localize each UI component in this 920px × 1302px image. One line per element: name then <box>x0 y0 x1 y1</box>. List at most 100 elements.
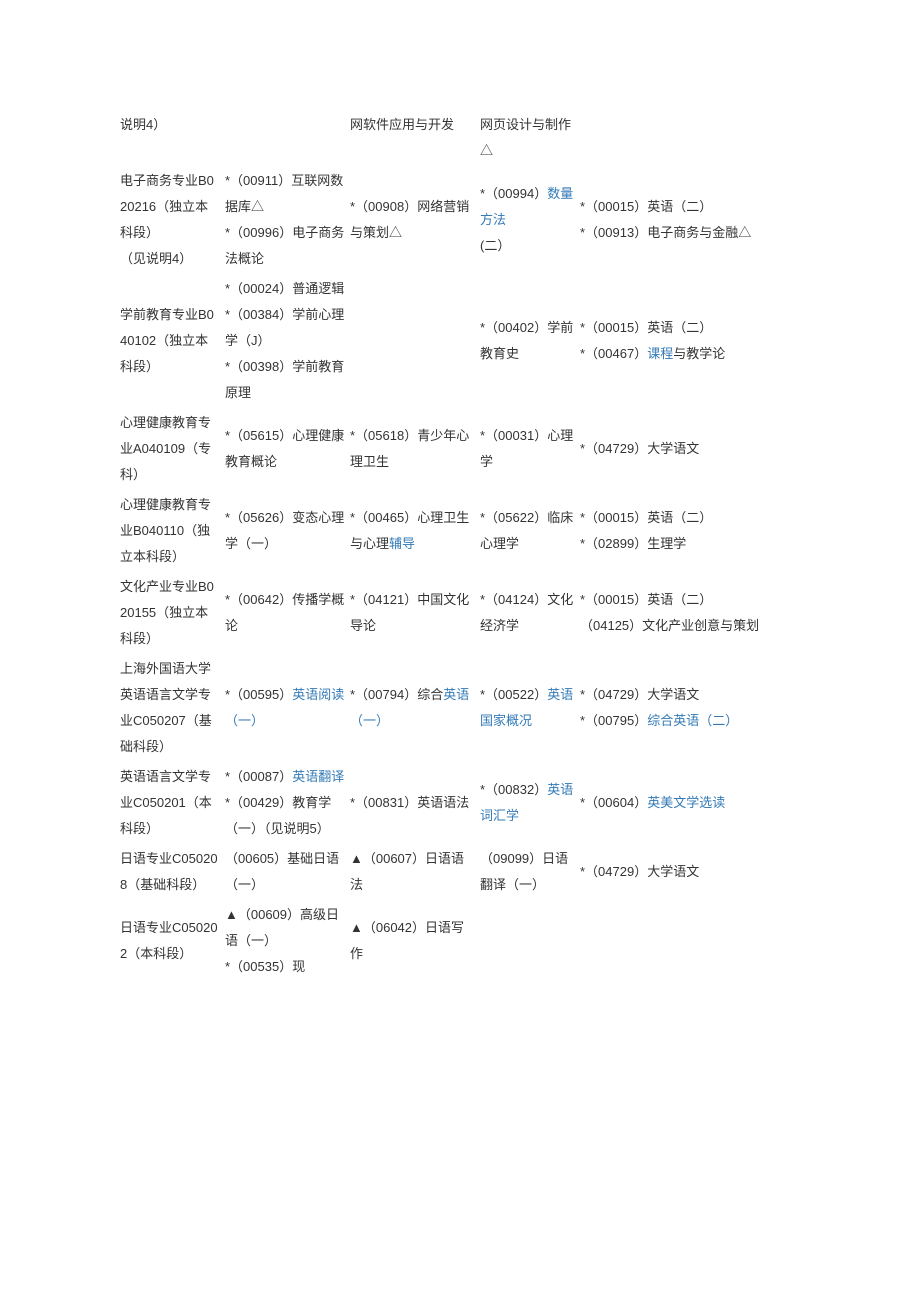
table-row: 电子商务专业B020216（独立本科段）（见说明4）*（00911）互联网数据库… <box>120 166 800 274</box>
cell-text: （见说明4） <box>120 251 192 266</box>
cell-text: *（00794）综合 <box>350 687 443 702</box>
col-course-d: *（04729）大学语文 <box>580 408 800 490</box>
col-course-c: *（04124）文化经济学 <box>480 572 580 654</box>
cell-text: （本科段） <box>127 946 192 961</box>
col-major: 文化产业专业B020155（独立本科段） <box>120 572 225 654</box>
cell-text: ▲（00607）日语语法 <box>350 851 464 892</box>
cell-text: C050201 <box>133 795 186 810</box>
cell-text: 网页设计与制作△ <box>480 117 571 158</box>
cell-text: 电子商务专业 <box>120 173 198 188</box>
col-course-b: *（00831）英语语法 <box>350 762 480 844</box>
cell-text: A040109 <box>133 441 185 456</box>
cell-text: *（00015）英语（二） <box>580 320 712 335</box>
cell-text: *（04729）大学语文 <box>580 441 699 456</box>
cell-text: （00605）基础日语（一） <box>225 851 339 892</box>
col-course-d: *（04729）大学语文 <box>580 844 800 900</box>
col-course-c: *（00522）英语国家概况 <box>480 654 580 762</box>
cell-text: 说明4） <box>120 117 166 132</box>
col-course-a: *（05615）心理健康教育概论 <box>225 408 350 490</box>
cell-text: *（00996）电子商务法概论 <box>225 225 344 266</box>
col-course-d: *（00015）英语（二） *（00913）电子商务与金融△ <box>580 166 800 274</box>
link-text[interactable]: 英美文学选读 <box>647 795 725 810</box>
col-course-a: ▲（00609）高级日语（一）*（00535）现 <box>225 900 350 982</box>
col-course-a: *（05626）变态心理学（一） <box>225 490 350 572</box>
cell-text: *（00522） <box>480 687 547 702</box>
col-course-a: *（00087）英语翻译 *（00429）教育学（一）（见说明5） <box>225 762 350 844</box>
col-course-c: 网页设计与制作△ <box>480 110 580 166</box>
cell-text: ▲（06042）日语写作 <box>350 920 464 961</box>
link-text[interactable]: 辅导 <box>389 536 415 551</box>
table-row: 日语专业C050208（基础科段）（00605）基础日语（一） ▲（00607）日… <box>120 844 800 900</box>
cell-text: *（05618）青少年心理卫生 <box>350 428 469 469</box>
course-table: 说明4） 网软件应用与开发 网页设计与制作△ 电子商务专业B020216（独立本科段）… <box>120 110 800 982</box>
cell-text: （04125）文化产业创意与策划 <box>580 618 759 633</box>
cell-text: *（05622）临床心理学 <box>480 510 573 551</box>
cell-text: *（00429）教育学（一）（见说明5） <box>225 795 331 836</box>
col-major: 电子商务专业B020216（独立本科段）（见说明4） <box>120 166 225 274</box>
link-text[interactable]: 综合英语（二） <box>647 713 738 728</box>
col-major: 上海外国语大学英语语言文学专业C050207（基础科段） <box>120 654 225 762</box>
cell-text: *（04121）中国文化导论 <box>350 592 469 633</box>
cell-text: *（00642）传播学概论 <box>225 592 344 633</box>
cell-text: 与教学论 <box>673 346 725 361</box>
col-course-b: ▲（00607）日语语法 <box>350 844 480 900</box>
table-row: 说明4） 网软件应用与开发 网页设计与制作△ <box>120 110 800 166</box>
col-course-a: *（00595）英语阅读（一） <box>225 654 350 762</box>
col-major: 心理健康教育专业B040110（独立本科段） <box>120 490 225 572</box>
col-course-b: *（05618）青少年心理卫生 <box>350 408 480 490</box>
col-course-b: *（04121）中国文化导论 <box>350 572 480 654</box>
col-major: 心理健康教育专业A040109（专科） <box>120 408 225 490</box>
col-course-c: （09099）日语翻译（一） <box>480 844 580 900</box>
col-course-a: （00605）基础日语（一） <box>225 844 350 900</box>
cell-text: C050207 <box>133 713 186 728</box>
cell-text: ▲（00609）高级日语（一） <box>225 907 339 948</box>
table-row: 学前教育专业B040102（独立本科段）*（00024）普通逻辑 *（00384）… <box>120 274 800 408</box>
cell-text: *（00595） <box>225 687 292 702</box>
col-course-d: *（00604）英美文学选读 <box>580 762 800 844</box>
col-course-c: *（05622）临床心理学 <box>480 490 580 572</box>
cell-text: *（00913）电子商务与金融△ <box>580 225 751 240</box>
cell-text: *（00031）心理学 <box>480 428 573 469</box>
cell-text: 日语专业 <box>120 920 172 935</box>
cell-text: （09099）日语翻译（一） <box>480 851 568 892</box>
cell-text: *（00015）英语（二） <box>580 510 712 525</box>
cell-text: *（00831）英语语法 <box>350 795 469 810</box>
col-major: 英语语言文学专业C050201（本科段） <box>120 762 225 844</box>
cell-text: *（00994） <box>480 186 547 201</box>
col-course-d: *（04729）大学语文*（00795）综合英语（二） <box>580 654 800 762</box>
table-row: 英语语言文学专业C050201（本科段）*（00087）英语翻译 *（00429）… <box>120 762 800 844</box>
cell-text: *（00015）英语（二） <box>580 199 712 214</box>
col-major: 日语专业C050208（基础科段） <box>120 844 225 900</box>
cell-text: *（00795） <box>580 713 647 728</box>
cell-text: *（00384）学前心理学（J） <box>225 307 344 348</box>
cell-text: B040110 <box>133 523 184 538</box>
col-course-d: *（00015）英语（二）（04125）文化产业创意与策划 <box>580 572 800 654</box>
link-text[interactable]: 课程 <box>647 346 673 361</box>
col-course-b: 网软件应用与开发 <box>350 110 480 166</box>
cell-text: *（04729）大学语文 <box>580 864 699 879</box>
col-course-b: ▲（06042）日语写作 <box>350 900 480 982</box>
col-course-c: *（00402）学前教育史 <box>480 274 580 408</box>
col-major: 说明4） <box>120 110 225 166</box>
cell-text: 网软件应用与开发 <box>350 117 454 132</box>
col-major: 学前教育专业B040102（独立本科段） <box>120 274 225 408</box>
table-row: 心理健康教育专业B040110（独立本科段）*（05626）变态心理学（一）*（… <box>120 490 800 572</box>
cell-text: *（00467） <box>580 346 647 361</box>
cell-text: *（00087） <box>225 769 292 784</box>
col-course-b: *（00465）心理卫生与心理辅导 <box>350 490 480 572</box>
table-row: 上海外国语大学英语语言文学专业C050207（基础科段）*（00595）英语阅读… <box>120 654 800 762</box>
col-course-c: *（00031）心理学 <box>480 408 580 490</box>
col-course-d: *（00015）英语（二）*（02899）生理学 <box>580 490 800 572</box>
col-major: 日语专业C050202（本科段） <box>120 900 225 982</box>
table-row: 心理健康教育专业A040109（专科）*（05615）心理健康教育概论*（056… <box>120 408 800 490</box>
col-course-a: *（00911）互联网数据库△*（00996）电子商务法概论 <box>225 166 350 274</box>
link-text[interactable]: 英语翻译 <box>292 769 344 784</box>
col-course-d <box>580 900 800 982</box>
col-course-c: *（00832）英语词汇学 <box>480 762 580 844</box>
cell-text: *（00024）普通逻辑 <box>225 281 344 296</box>
cell-text: *（00402）学前教育史 <box>480 320 573 361</box>
cell-text: *（00832） <box>480 782 547 797</box>
col-course-d: *（00015）英语（二） *（00467）课程与教学论 <box>580 274 800 408</box>
col-course-d <box>580 110 800 166</box>
cell-text: 学前教育专业 <box>120 307 198 322</box>
